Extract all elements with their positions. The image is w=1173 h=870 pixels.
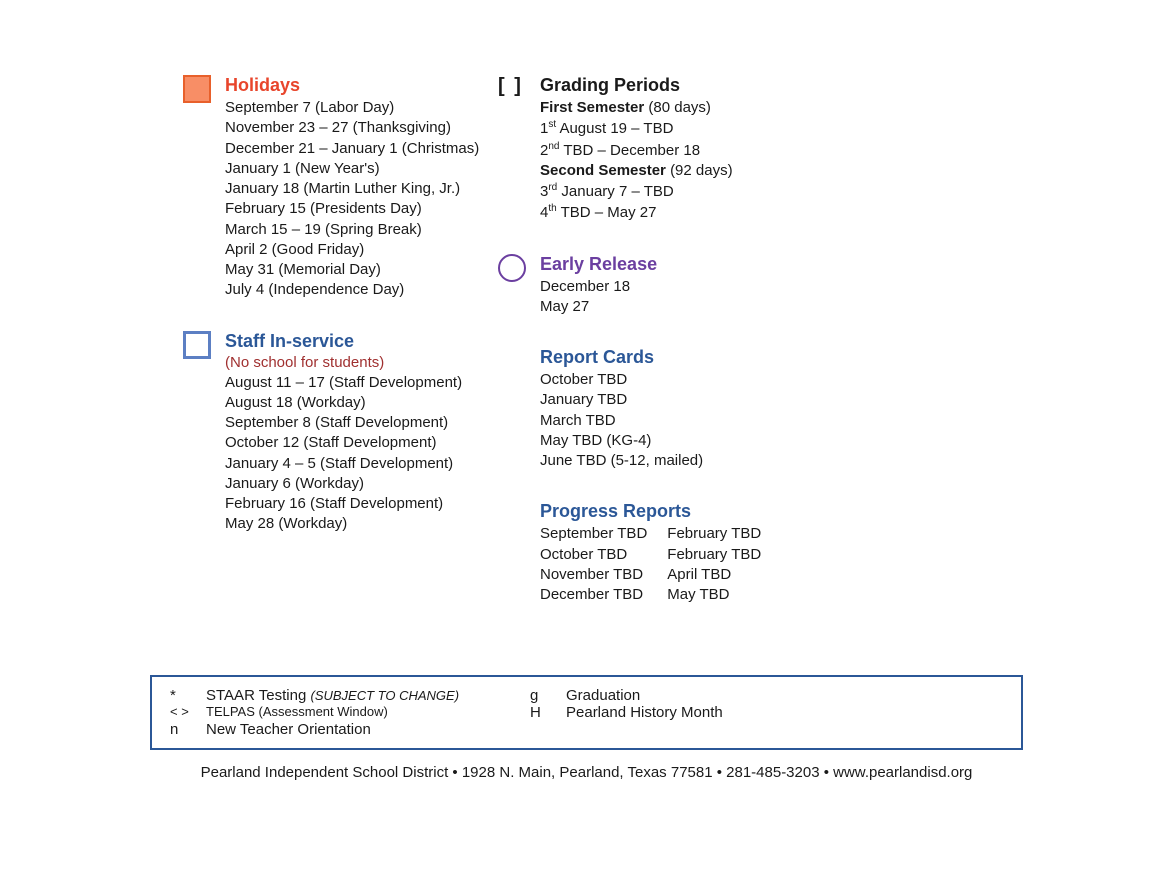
legend-text: STAAR Testing: [206, 687, 311, 704]
holiday-item: May 31 (Memorial Day): [225, 260, 480, 280]
holiday-item: January 18 (Martin Luther King, Jr.): [225, 179, 480, 199]
holiday-item: April 2 (Good Friday): [225, 240, 480, 260]
progress-col2: February TBD February TBD April TBD May …: [667, 524, 761, 605]
progress-item: May TBD: [667, 585, 761, 605]
early-release-marker-icon: [498, 254, 526, 282]
staff-marker-icon: [183, 331, 211, 359]
staff-item: August 18 (Workday): [225, 393, 480, 413]
legend-item: * STAAR Testing (SUBJECT TO CHANGE): [170, 687, 530, 704]
report-cards-title: Report Cards: [540, 347, 980, 368]
legend-item: H Pearland History Month: [530, 704, 890, 721]
sem2-label: Second Semester: [540, 162, 666, 179]
legend-text: New Teacher Orientation: [206, 721, 371, 738]
report-cards-section: Report Cards October TBD January TBD Mar…: [540, 347, 980, 471]
progress-item: November TBD: [540, 565, 647, 585]
staff-item: August 11 – 17 (Staff Development): [225, 373, 480, 393]
legend-sym: < >: [170, 704, 206, 719]
legend-sym: g: [530, 687, 566, 704]
report-card-item: May TBD (KG-4): [540, 431, 980, 451]
staff-subtitle: (No school for students): [225, 354, 480, 371]
holiday-item: March 15 – 19 (Spring Break): [225, 220, 480, 240]
legend-row: n New Teacher Orientation: [170, 721, 1003, 738]
progress-item: December TBD: [540, 585, 647, 605]
legend-text: TELPAS: [206, 704, 259, 719]
right-column: [ ] Grading Periods First Semester (80 d…: [480, 75, 980, 635]
holidays-title: Holidays: [225, 75, 480, 96]
holidays-marker-icon: [183, 75, 211, 103]
holiday-item: December 21 – January 1 (Christmas): [225, 139, 480, 159]
sem2-days: (92 days): [670, 162, 733, 179]
progress-item: February TBD: [667, 545, 761, 565]
legend-item: g Graduation: [530, 687, 890, 704]
legend-row: * STAAR Testing (SUBJECT TO CHANGE) g Gr…: [170, 687, 1003, 704]
footer: Pearland Independent School District • 1…: [0, 764, 1173, 781]
holiday-item: January 1 (New Year's): [225, 159, 480, 179]
staff-item: January 6 (Workday): [225, 474, 480, 494]
holiday-item: September 7 (Labor Day): [225, 98, 480, 118]
staff-section: Staff In-service (No school for students…: [225, 331, 480, 535]
legend-item: n New Teacher Orientation: [170, 721, 530, 738]
legend-note: (SUBJECT TO CHANGE): [311, 688, 460, 703]
report-card-item: October TBD: [540, 370, 980, 390]
sem1-label: First Semester: [540, 99, 644, 116]
holiday-item: July 4 (Independence Day): [225, 280, 480, 300]
progress-item: February TBD: [667, 524, 761, 544]
early-release-item: December 18: [540, 277, 980, 297]
grading-period: 3rd January 7 – TBD: [540, 181, 980, 202]
progress-item: April TBD: [667, 565, 761, 585]
legend-sym: H: [530, 704, 566, 721]
legend-sym: *: [170, 687, 206, 704]
main-content: Holidays September 7 (Labor Day) Novembe…: [0, 0, 1173, 635]
grading-title: Grading Periods: [540, 75, 980, 96]
legend-box: * STAAR Testing (SUBJECT TO CHANGE) g Gr…: [150, 675, 1023, 750]
legend-row: < > TELPAS (Assessment Window) H Pearlan…: [170, 704, 1003, 721]
progress-grid: September TBD October TBD November TBD D…: [540, 524, 980, 605]
legend-item: < > TELPAS (Assessment Window): [170, 704, 530, 721]
sem1-days: (80 days): [648, 99, 711, 116]
staff-item: February 16 (Staff Development): [225, 494, 480, 514]
holiday-item: February 15 (Presidents Day): [225, 199, 480, 219]
legend-note: (Assessment Window): [259, 704, 388, 719]
legend-text: Graduation: [566, 687, 640, 704]
progress-item: September TBD: [540, 524, 647, 544]
staff-item: October 12 (Staff Development): [225, 433, 480, 453]
grading-period: 4th TBD – May 27: [540, 202, 980, 223]
early-release-item: May 27: [540, 297, 980, 317]
holiday-item: November 23 – 27 (Thanksgiving): [225, 118, 480, 138]
early-release-section: Early Release December 18 May 27: [540, 254, 980, 318]
progress-item: October TBD: [540, 545, 647, 565]
legend-text: Pearland History Month: [566, 704, 723, 721]
report-card-item: January TBD: [540, 390, 980, 410]
report-card-item: June TBD (5-12, mailed): [540, 451, 980, 471]
left-column: Holidays September 7 (Labor Day) Novembe…: [0, 75, 480, 635]
report-card-item: March TBD: [540, 411, 980, 431]
grading-period: 2nd TBD – December 18: [540, 140, 980, 161]
staff-item: May 28 (Workday): [225, 514, 480, 534]
legend-sym: n: [170, 721, 206, 738]
progress-title: Progress Reports: [540, 501, 980, 522]
staff-item: January 4 – 5 (Staff Development): [225, 454, 480, 474]
grading-period: 1st August 19 – TBD: [540, 118, 980, 139]
holidays-section: Holidays September 7 (Labor Day) Novembe…: [225, 75, 480, 301]
grading-sem2: Second Semester (92 days): [540, 161, 980, 181]
progress-reports-section: Progress Reports September TBD October T…: [540, 501, 980, 605]
progress-col1: September TBD October TBD November TBD D…: [540, 524, 647, 605]
grading-sem1: First Semester (80 days): [540, 98, 980, 118]
grading-marker-icon: [ ]: [498, 75, 523, 98]
staff-item: September 8 (Staff Development): [225, 413, 480, 433]
staff-title: Staff In-service: [225, 331, 480, 352]
early-release-title: Early Release: [540, 254, 980, 275]
grading-section: [ ] Grading Periods First Semester (80 d…: [540, 75, 980, 224]
